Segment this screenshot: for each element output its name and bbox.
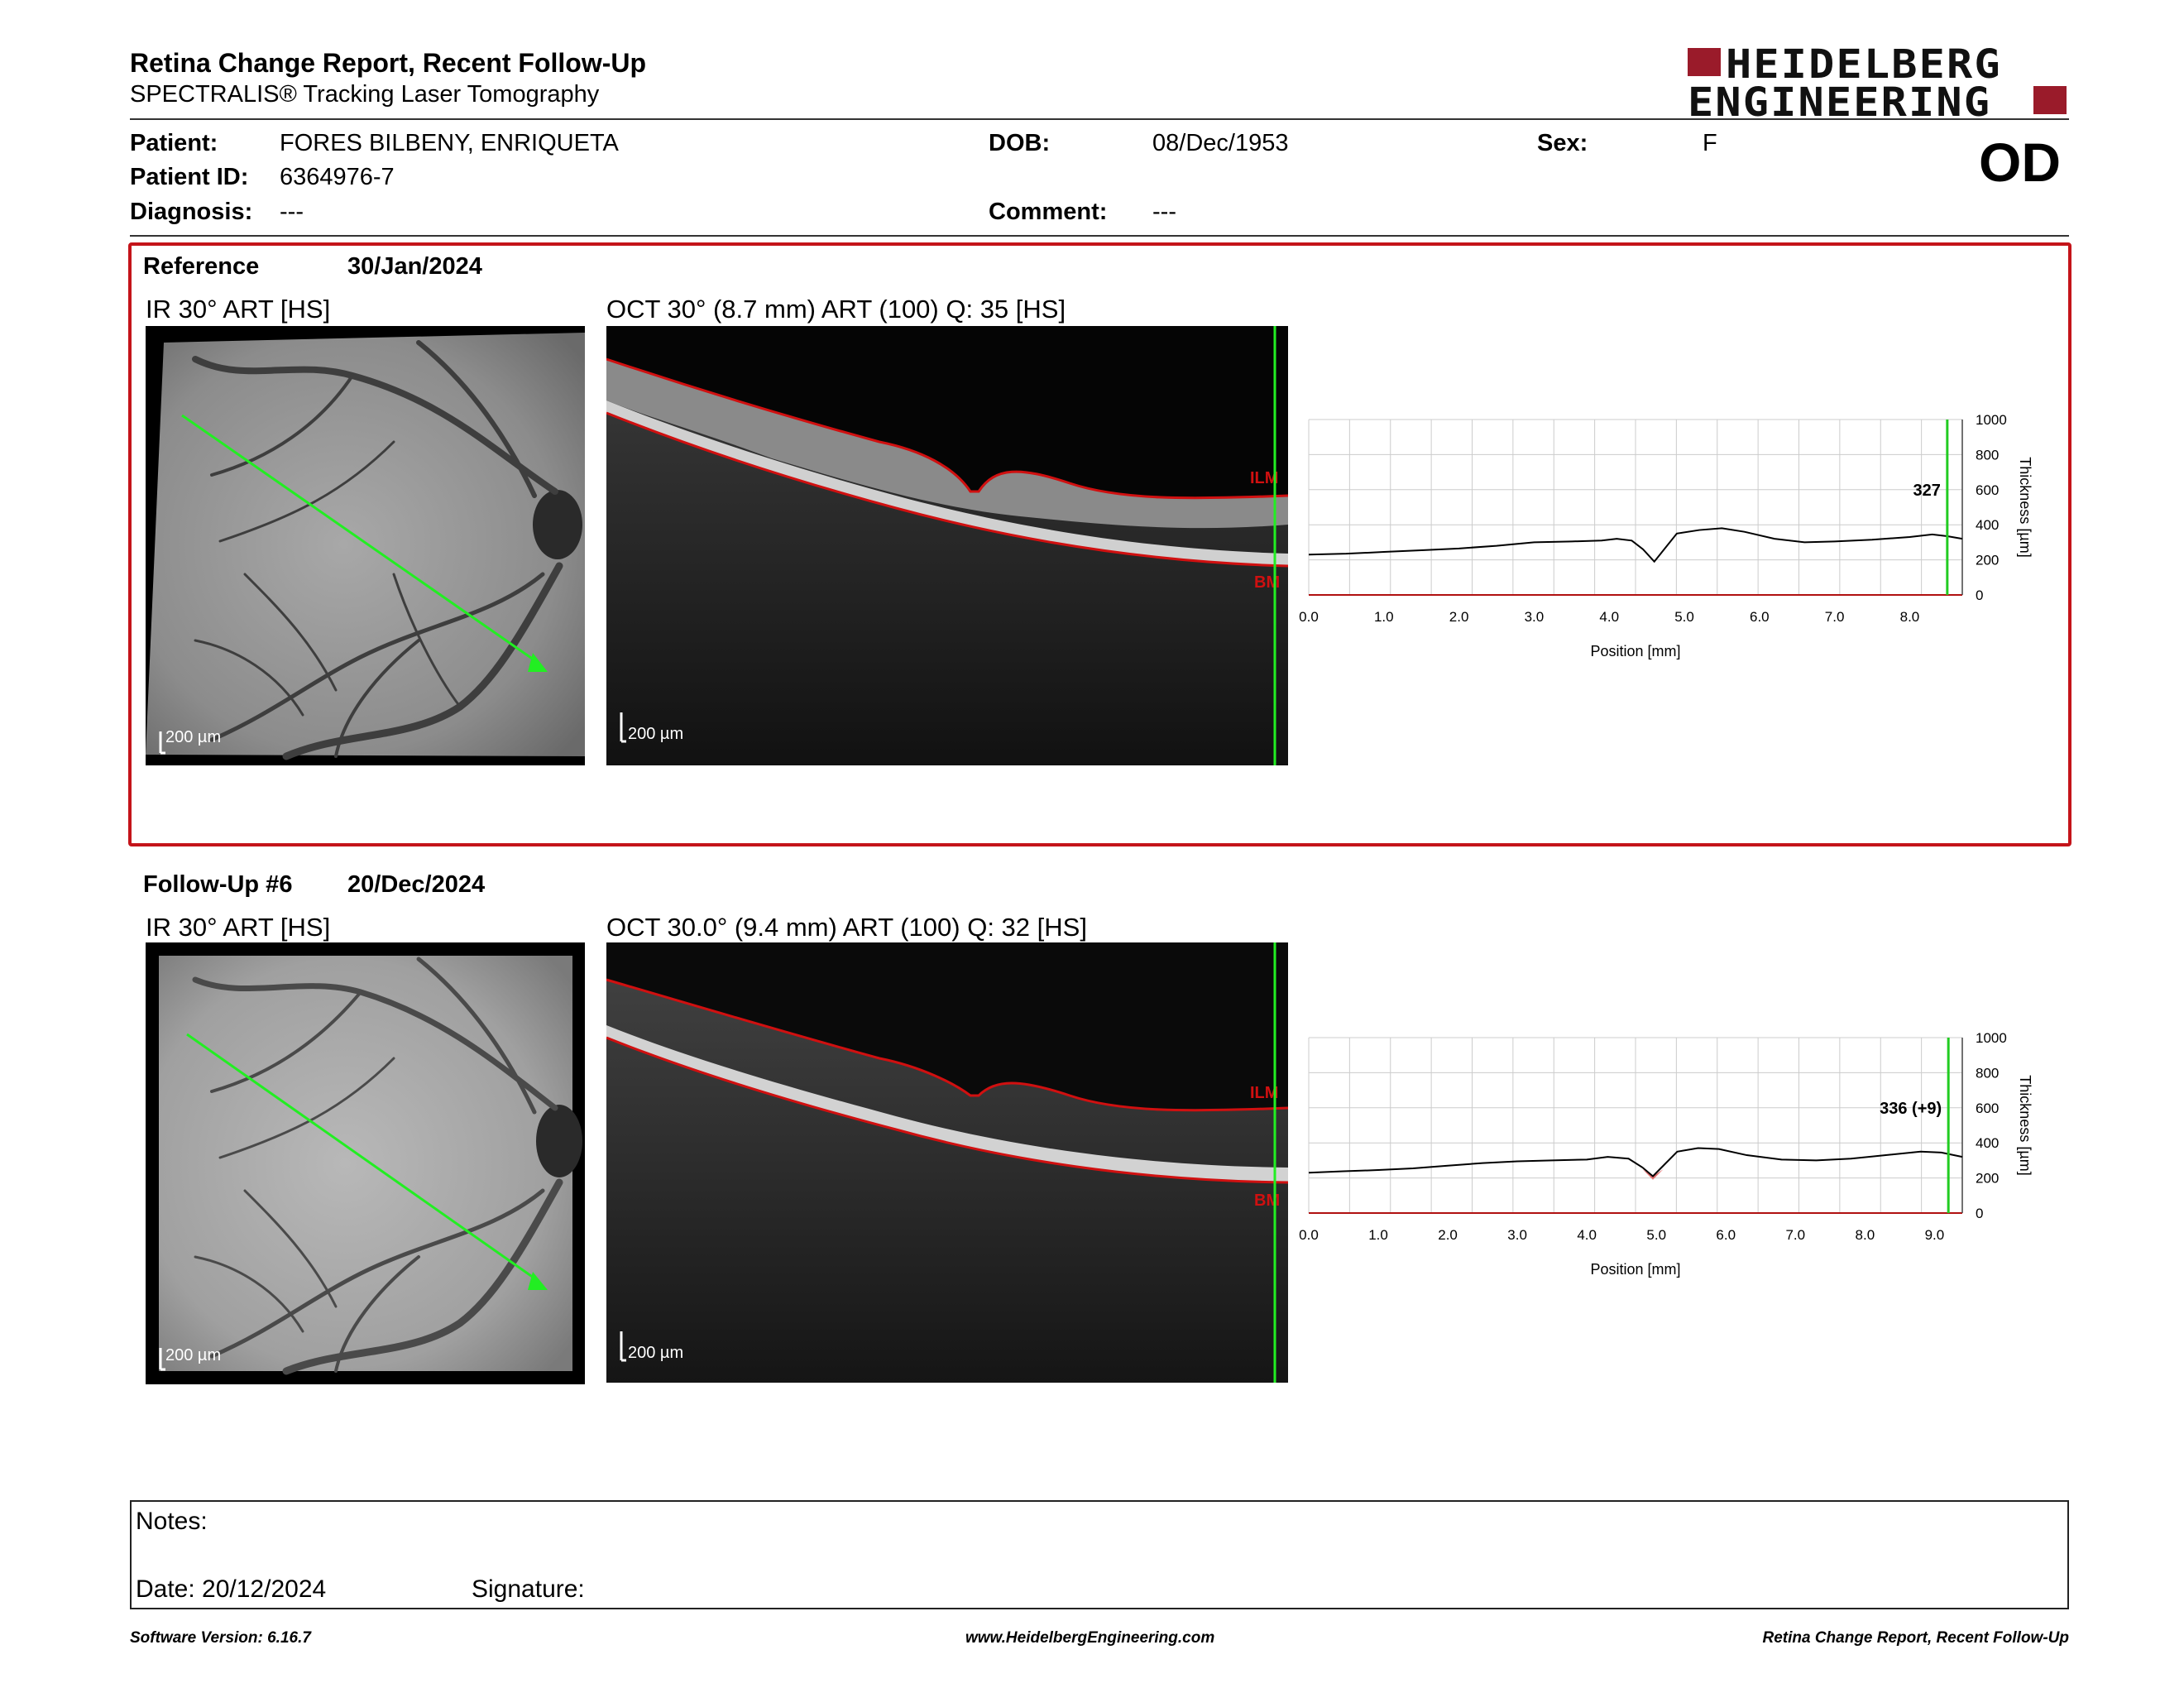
reference-chart-ytick-label: 600 — [1976, 482, 1999, 498]
reference-chart-ytick-label: 200 — [1976, 553, 1999, 568]
followup-chart-xtick-label: 7.0 — [1785, 1227, 1805, 1243]
comment-value: --- — [1152, 199, 1176, 225]
followup-oct-label: OCT 30.0° (9.4 mm) ART (100) Q: 32 [HS] — [606, 913, 1087, 942]
logo-square-top — [1688, 48, 1721, 76]
dob-label: DOB: — [989, 130, 1051, 156]
followup-ir-scale: 200 µm — [165, 1346, 222, 1364]
followup-chart-cursor-value: 336 (+9) — [1880, 1100, 1942, 1118]
reference-chart-ytick-label: 400 — [1976, 517, 1999, 533]
followup-ir-fundus — [159, 956, 582, 1375]
report-title: Retina Change Report, Recent Follow-Up — [130, 48, 647, 78]
reference-bm-label: BM — [1254, 573, 1280, 592]
notes-box[interactable] — [130, 1500, 2069, 1609]
reference-chart-xtick-label: 6.0 — [1750, 609, 1770, 625]
reference-ir-label: IR 30° ART [HS] — [146, 295, 331, 324]
followup-chart-thickness-line — [1308, 1147, 1963, 1177]
followup-chart-xtick-label: 8.0 — [1856, 1227, 1875, 1243]
reference-chart-cursor-value: 327 — [1913, 482, 1940, 500]
reference-chart-xlabel: Position [mm] — [1590, 643, 1680, 659]
followup-oct-image[interactable]: ILM BM 200 µm — [606, 942, 1288, 1383]
followup-chart-xtick-label: 4.0 — [1577, 1227, 1597, 1243]
reference-chart-xtick-label: 2.0 — [1449, 609, 1469, 625]
reference-date: 30/Jan/2024 — [347, 253, 482, 280]
reference-chart-ylabel: Thickness [µm] — [2017, 457, 2033, 557]
logo-line1: HEIDELBERG — [1726, 41, 2002, 88]
reference-label: Reference — [143, 253, 260, 280]
followup-chart-xlabel: Position [mm] — [1590, 1261, 1680, 1278]
footer-website[interactable]: www.HeidelbergEngineering.com — [965, 1629, 1215, 1647]
followup-ilm-label: ILM — [1250, 1084, 1278, 1102]
diagnosis-value: --- — [280, 199, 304, 225]
followup-chart-ytick-label: 1000 — [1976, 1030, 2007, 1046]
footer-report-name: Retina Change Report, Recent Follow-Up — [1762, 1629, 2069, 1647]
followup-thickness-chart: 0 200 400 600 800 1000 0.0 1.0 2.0 3.0 4.0 5.0 6.0 7.… — [1299, 1030, 2033, 1278]
reference-chart-xtick-label: 0.0 — [1299, 609, 1319, 625]
reference-oct-image[interactable]: ILM BM 200 µm — [606, 326, 1288, 765]
followup-date: 20/Dec/2024 — [347, 871, 486, 898]
reference-ir-scale: 200 µm — [165, 728, 222, 746]
date-label: Date: 20/12/2024 — [136, 1575, 327, 1603]
sex-value: F — [1703, 130, 1717, 156]
reference-chart-ytick-label: 0 — [1976, 587, 1983, 603]
patient-label: Patient: — [130, 130, 218, 156]
reference-ir-image[interactable]: 200 µm — [146, 326, 585, 765]
followup-chart-xtick-label: 5.0 — [1646, 1227, 1666, 1243]
followup-ir-label: IR 30° ART [HS] — [146, 913, 331, 942]
reference-oct-scale: 200 µm — [628, 725, 684, 743]
eye-indicator: OD — [1979, 132, 2061, 193]
reference-chart-xtick-label: 1.0 — [1374, 609, 1394, 625]
patient-id-label: Patient ID: — [130, 164, 249, 190]
followup-chart-xtick-label: 2.0 — [1438, 1227, 1458, 1243]
header-divider — [130, 118, 2069, 120]
followup-chart-ytick-label: 400 — [1976, 1135, 1999, 1151]
footer-software-version: Software Version: 6.16.7 — [130, 1629, 311, 1647]
followup-chart-ytick-label: 0 — [1976, 1206, 1983, 1221]
patient-id-value: 6364976-7 — [280, 164, 395, 190]
reference-ilm-label: ILM — [1250, 469, 1278, 487]
followup-chart-ylabel: Thickness [µm] — [2017, 1075, 2033, 1175]
comment-label: Comment: — [989, 199, 1108, 225]
logo-square-bottom — [2033, 86, 2067, 114]
dob-value: 08/Dec/1953 — [1152, 130, 1289, 156]
reference-ir-fundus — [146, 333, 585, 760]
followup-ir-image[interactable]: 200 µm — [146, 942, 585, 1384]
followup-chart-xtick-label: 0.0 — [1299, 1227, 1319, 1243]
followup-chart-ytick-label: 600 — [1976, 1101, 1999, 1116]
reference-chart-ytick-label: 800 — [1976, 447, 1999, 463]
followup-chart-xtick-label: 9.0 — [1925, 1227, 1945, 1243]
report-subtitle: SPECTRALIS® Tracking Laser Tomography — [130, 81, 600, 108]
signature-label: Signature: — [472, 1575, 585, 1603]
followup-chart-xtick-label: 3.0 — [1507, 1227, 1527, 1243]
reference-chart-xtick-label: 8.0 — [1900, 609, 1920, 625]
diagnosis-label: Diagnosis: — [130, 199, 253, 225]
followup-bm-label: BM — [1254, 1192, 1280, 1210]
followup-oct-bscan: ILM BM — [606, 942, 1288, 1383]
followup-chart-xtick-label: 1.0 — [1368, 1227, 1388, 1243]
reference-chart-ytick-label: 1000 — [1976, 412, 2007, 428]
reference-chart-xtick-label: 7.0 — [1825, 609, 1845, 625]
followup-chart-thinning-area — [1642, 1169, 1664, 1180]
followup-chart-ytick-label: 200 — [1976, 1171, 1999, 1187]
reference-oct-bscan: ILM BM — [606, 326, 1288, 765]
logo-line2: ENGINEERING — [1688, 79, 1992, 126]
patient-divider — [130, 235, 2069, 237]
reference-chart-thickness-line — [1308, 527, 1963, 563]
reference-oct-label: OCT 30° (8.7 mm) ART (100) Q: 35 [HS] — [606, 295, 1066, 324]
followup-oct-scale: 200 µm — [628, 1344, 684, 1362]
reference-chart-xtick-label: 4.0 — [1599, 609, 1619, 625]
reference-chart-xtick-label: 5.0 — [1674, 609, 1694, 625]
notes-label: Notes: — [136, 1508, 208, 1535]
reference-frame — [128, 242, 2071, 846]
followup-label: Follow-Up #6 — [143, 871, 293, 898]
sex-label: Sex: — [1537, 130, 1588, 156]
reference-thickness-chart: 0 200 400 600 800 1000 0.0 1.0 2.0 3.0 4.0 5.0 6.0 7.… — [1299, 412, 2033, 659]
followup-chart-ytick-label: 800 — [1976, 1065, 1999, 1081]
patient-name: FORES BILBENY, ENRIQUETA — [280, 130, 619, 156]
reference-chart-xtick-label: 3.0 — [1525, 609, 1545, 625]
followup-chart-xtick-label: 6.0 — [1716, 1227, 1736, 1243]
